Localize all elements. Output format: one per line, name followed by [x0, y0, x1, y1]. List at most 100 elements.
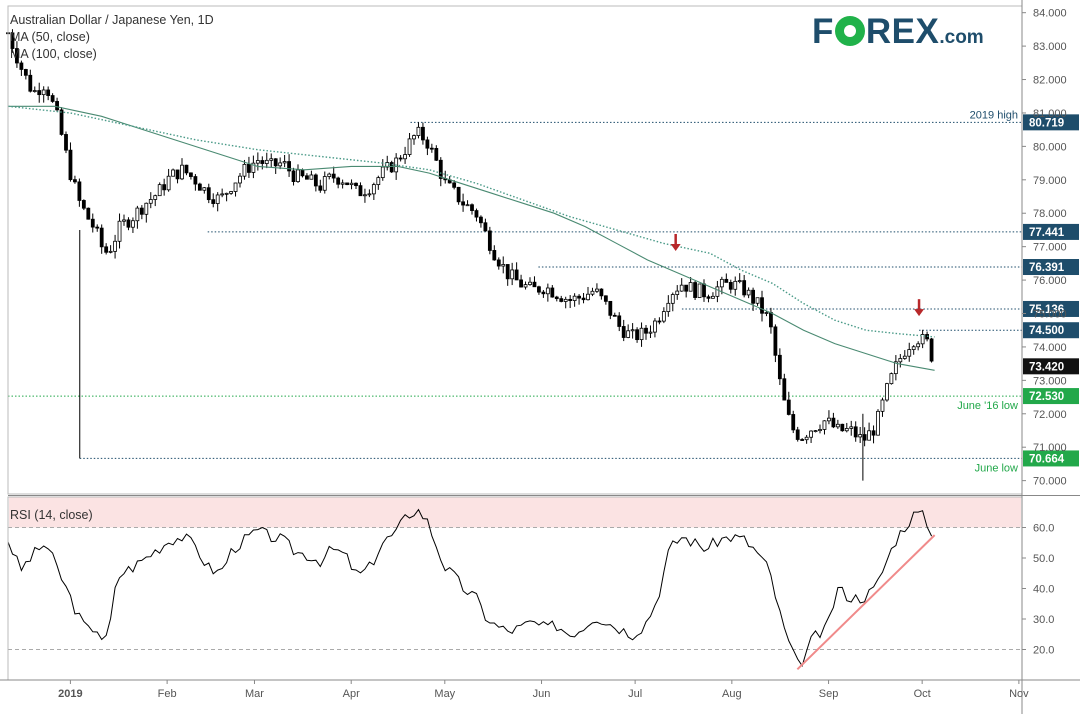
candle-body — [902, 355, 907, 359]
candle-body — [331, 173, 336, 179]
candle-body — [626, 330, 631, 338]
candle-body — [621, 326, 626, 338]
candle-body — [719, 278, 724, 288]
candle-body — [95, 226, 100, 229]
candle-body — [46, 89, 51, 96]
candle-body — [117, 220, 122, 242]
ma50-legend: MA (50, close) — [10, 30, 90, 44]
candle-body — [385, 162, 390, 168]
candle-body — [510, 269, 515, 280]
candle-body — [831, 417, 836, 428]
candle-body — [233, 182, 238, 192]
price-tick-label: 73.000 — [1033, 375, 1067, 387]
price-tick-label: 75.000 — [1033, 309, 1067, 321]
candle-body — [777, 354, 782, 380]
ma50-line — [8, 105, 935, 371]
candle-body — [893, 361, 898, 375]
candle-body — [911, 346, 916, 350]
candle-body — [532, 281, 537, 288]
time-tick-label: Feb — [158, 688, 177, 700]
level-note: 2019 high — [970, 109, 1018, 121]
candle-body — [336, 177, 341, 185]
candle-body — [296, 169, 300, 183]
rsi-line — [7, 508, 933, 667]
candle-body — [479, 216, 483, 224]
candle-body — [483, 222, 488, 232]
candle-body — [28, 74, 33, 92]
candle-body — [590, 290, 595, 295]
candle-body — [193, 176, 198, 185]
ma100-line — [7, 105, 935, 338]
candle-body — [376, 177, 381, 186]
candle-body — [108, 250, 113, 253]
price-pane: 80.719 2019 high 77.441 76.391 75.136 74.500 7… — [6, 28, 1079, 481]
candle-body — [184, 164, 189, 174]
price-label-bg — [1023, 300, 1079, 317]
candle-body — [41, 89, 46, 96]
candle-body — [702, 283, 706, 298]
candle-body — [554, 296, 559, 300]
rsi-tick-label: 60.0 — [1033, 523, 1054, 535]
price-pane-frame — [7, 5, 1023, 495]
candle-body — [728, 282, 733, 290]
candle-body — [577, 295, 581, 299]
candle-body — [309, 174, 314, 180]
candle-body — [679, 284, 684, 292]
candle-body — [282, 161, 287, 164]
candle-body — [251, 162, 256, 173]
price-label: 75.136 — [1029, 304, 1064, 316]
candle-body — [23, 69, 28, 76]
candle-body — [755, 297, 760, 304]
candle-body — [68, 149, 73, 181]
logo-o-icon — [834, 16, 865, 46]
candle-body — [661, 311, 666, 322]
price-tick-label: 74.000 — [1033, 342, 1067, 354]
candle-body — [648, 331, 653, 334]
candle-body — [786, 399, 791, 415]
candle-body — [693, 282, 697, 298]
candle-body — [318, 185, 323, 191]
candle-body — [559, 298, 564, 302]
rsi-legend: RSI (14, close) — [10, 507, 93, 524]
candle-body — [670, 294, 675, 304]
price-tick-label: 70.000 — [1033, 476, 1067, 488]
price-label-bg — [1023, 322, 1079, 339]
price-label: 72.530 — [1029, 391, 1064, 403]
candle-body — [273, 158, 278, 167]
candle-body — [746, 289, 751, 296]
candle-body — [603, 295, 608, 302]
rsi-pane — [7, 497, 1022, 671]
price-tick-label: 84.000 — [1033, 8, 1067, 20]
candle-body — [840, 423, 845, 432]
chart-legend: Australian Dollar / Japanese Yen, 1D MA … — [10, 12, 214, 63]
candle-body — [496, 259, 501, 267]
candle-body — [862, 434, 867, 441]
candle-body — [474, 210, 479, 218]
candle-body — [224, 192, 229, 195]
time-tick-label: Apr — [343, 688, 360, 700]
candle-body — [37, 90, 42, 96]
candle-body — [800, 439, 805, 441]
candle-body — [697, 283, 702, 298]
candle-body — [59, 109, 64, 135]
candle-body — [50, 95, 55, 102]
candle-body — [470, 204, 474, 211]
candle-body — [813, 430, 818, 433]
time-tick-label: Aug — [722, 688, 742, 700]
price-tick-label: 81.000 — [1033, 108, 1067, 120]
time-tick-label: Sep — [819, 688, 839, 700]
candle-body — [684, 284, 689, 292]
candle-body — [247, 163, 251, 173]
candle-body — [715, 286, 720, 297]
candle-body — [545, 287, 550, 295]
candle-body — [77, 181, 82, 201]
candle-body — [657, 320, 662, 323]
candle-body — [639, 327, 644, 341]
price-label: 76.391 — [1029, 262, 1065, 274]
candle-body — [398, 157, 403, 160]
candle-body — [586, 293, 590, 301]
candle-body — [733, 280, 738, 290]
candle-body — [528, 281, 532, 286]
candle-body — [242, 163, 247, 177]
